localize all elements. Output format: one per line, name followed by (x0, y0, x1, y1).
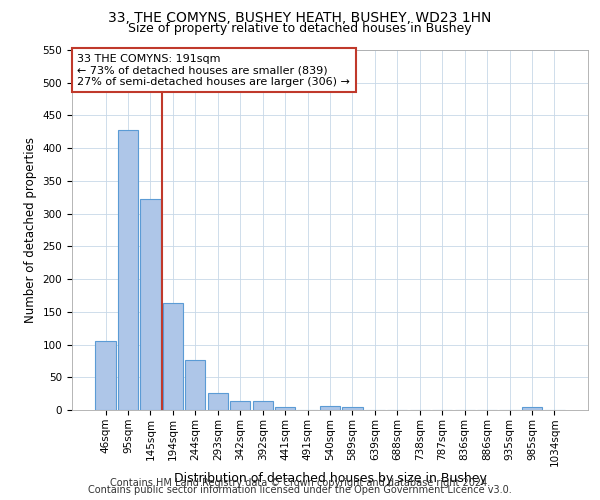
Text: Size of property relative to detached houses in Bushey: Size of property relative to detached ho… (128, 22, 472, 35)
X-axis label: Distribution of detached houses by size in Bushey: Distribution of detached houses by size … (173, 472, 487, 485)
Bar (118, 130, 138, 410)
Bar (275, 406, 295, 410)
Bar (230, 402, 250, 410)
Bar (320, 406, 340, 410)
Text: 33 THE COMYNS: 191sqm
← 73% of detached houses are smaller (839)
27% of semi-det: 33 THE COMYNS: 191sqm ← 73% of detached … (77, 54, 350, 87)
Bar (253, 402, 273, 410)
Text: Contains public sector information licensed under the Open Government Licence v3: Contains public sector information licen… (88, 485, 512, 495)
Bar (522, 406, 542, 410)
Bar (95, 342, 116, 410)
Y-axis label: Number of detached properties: Number of detached properties (24, 137, 37, 323)
Bar (140, 199, 161, 410)
Bar (185, 360, 205, 410)
Bar (163, 304, 183, 410)
Bar (343, 406, 362, 410)
Bar (208, 393, 228, 410)
Text: 33, THE COMYNS, BUSHEY HEATH, BUSHEY, WD23 1HN: 33, THE COMYNS, BUSHEY HEATH, BUSHEY, WD… (109, 11, 491, 25)
Text: Contains HM Land Registry data © Crown copyright and database right 2024.: Contains HM Land Registry data © Crown c… (110, 478, 490, 488)
